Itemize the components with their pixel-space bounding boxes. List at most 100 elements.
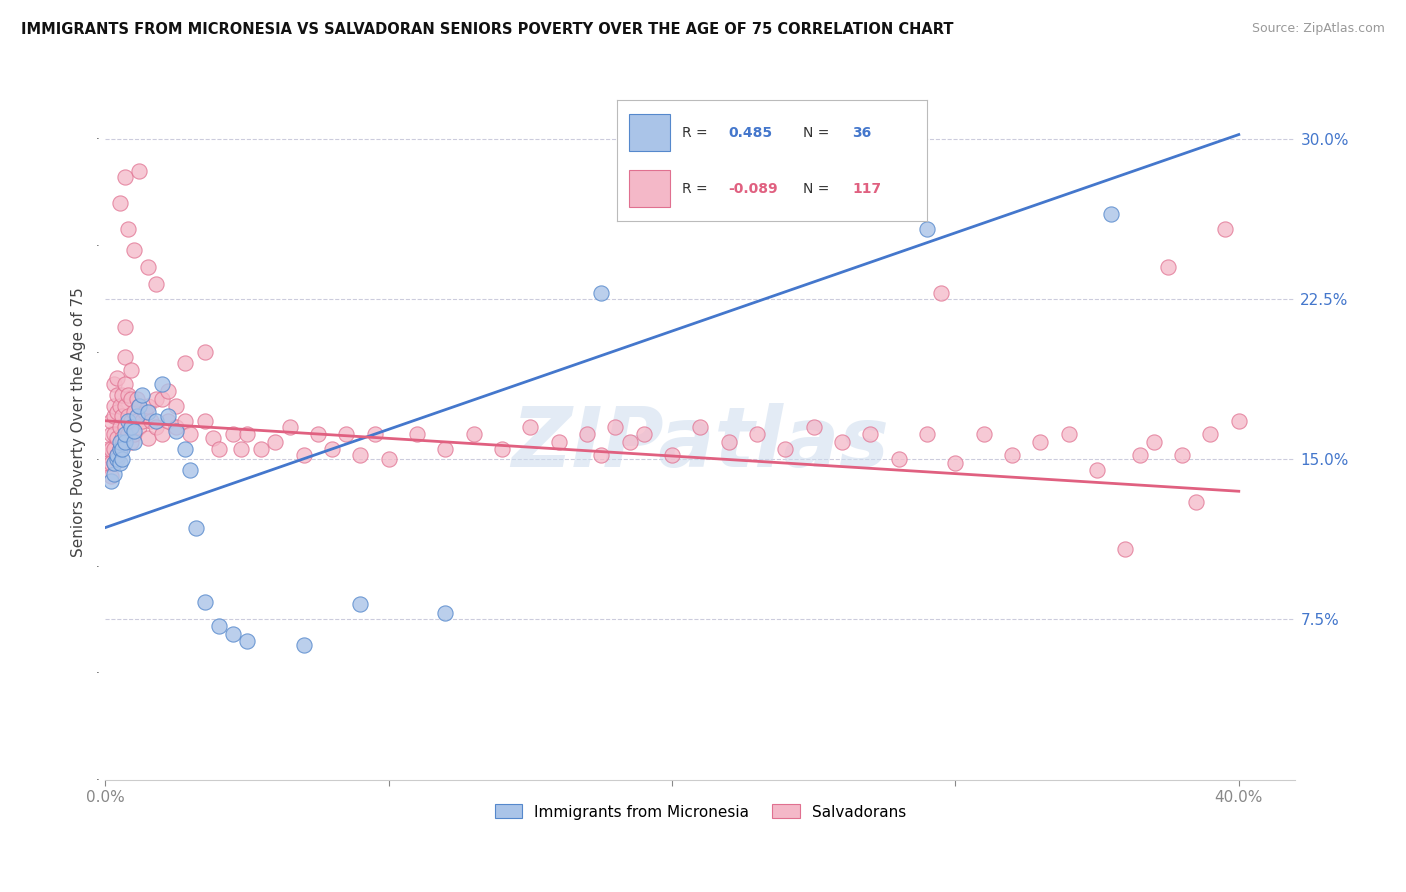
Point bbox=[165, 420, 187, 434]
Point bbox=[103, 426, 125, 441]
Point bbox=[111, 431, 134, 445]
Point bbox=[165, 425, 187, 439]
Point bbox=[128, 399, 150, 413]
Point bbox=[128, 420, 150, 434]
Point bbox=[193, 595, 215, 609]
Point bbox=[128, 399, 150, 413]
Point bbox=[111, 388, 134, 402]
Point bbox=[519, 420, 541, 434]
Point bbox=[103, 467, 125, 482]
Point bbox=[114, 170, 136, 185]
Point bbox=[117, 409, 139, 424]
Point bbox=[122, 243, 145, 257]
Point bbox=[136, 431, 159, 445]
Point bbox=[973, 426, 995, 441]
Point bbox=[120, 392, 142, 407]
Point bbox=[321, 442, 343, 456]
Point bbox=[100, 469, 122, 483]
Point bbox=[114, 426, 136, 441]
Text: Source: ZipAtlas.com: Source: ZipAtlas.com bbox=[1251, 22, 1385, 36]
Point bbox=[145, 414, 167, 428]
Point bbox=[108, 442, 131, 456]
Point bbox=[100, 474, 122, 488]
Point bbox=[1085, 463, 1108, 477]
Point bbox=[103, 442, 125, 456]
Point bbox=[105, 448, 128, 462]
Point bbox=[117, 388, 139, 402]
Point bbox=[100, 457, 122, 471]
Point bbox=[1114, 541, 1136, 556]
Point bbox=[100, 426, 122, 441]
Point bbox=[105, 431, 128, 445]
Point bbox=[105, 452, 128, 467]
Point bbox=[1057, 426, 1080, 441]
Point bbox=[150, 392, 173, 407]
Point bbox=[717, 435, 740, 450]
Point bbox=[111, 409, 134, 424]
Point bbox=[349, 598, 371, 612]
Point bbox=[105, 448, 128, 462]
Point bbox=[349, 448, 371, 462]
Point bbox=[122, 405, 145, 419]
Point bbox=[125, 414, 148, 428]
Point bbox=[120, 420, 142, 434]
Point bbox=[231, 442, 253, 456]
Point bbox=[145, 392, 167, 407]
Point bbox=[202, 431, 225, 445]
Point bbox=[945, 457, 967, 471]
Text: IMMIGRANTS FROM MICRONESIA VS SALVADORAN SENIORS POVERTY OVER THE AGE OF 75 CORR: IMMIGRANTS FROM MICRONESIA VS SALVADORAN… bbox=[21, 22, 953, 37]
Point bbox=[591, 448, 613, 462]
Point bbox=[264, 435, 287, 450]
Point bbox=[108, 457, 131, 471]
Point bbox=[120, 414, 142, 428]
Point bbox=[105, 388, 128, 402]
Y-axis label: Seniors Poverty Over the Age of 75: Seniors Poverty Over the Age of 75 bbox=[72, 287, 86, 557]
Point bbox=[236, 633, 259, 648]
Point bbox=[117, 426, 139, 441]
Point bbox=[775, 442, 797, 456]
Point bbox=[1157, 260, 1180, 274]
Point bbox=[745, 426, 768, 441]
Point bbox=[292, 448, 315, 462]
Point bbox=[114, 377, 136, 392]
Point bbox=[1129, 448, 1152, 462]
Point bbox=[131, 414, 153, 428]
Point bbox=[434, 606, 457, 620]
Point bbox=[193, 345, 215, 359]
Point bbox=[179, 426, 201, 441]
Point bbox=[1185, 495, 1208, 509]
Point bbox=[689, 420, 711, 434]
Point bbox=[145, 420, 167, 434]
Point bbox=[292, 638, 315, 652]
Point bbox=[97, 448, 120, 462]
Point bbox=[929, 285, 952, 300]
Point bbox=[122, 426, 145, 441]
Point bbox=[97, 442, 120, 456]
Point bbox=[633, 426, 655, 441]
Point bbox=[114, 399, 136, 413]
Point bbox=[125, 392, 148, 407]
Point bbox=[108, 195, 131, 210]
Point bbox=[108, 399, 131, 413]
Point bbox=[1199, 426, 1222, 441]
Point bbox=[831, 435, 853, 450]
Point bbox=[103, 457, 125, 471]
Point bbox=[105, 371, 128, 385]
Point bbox=[134, 405, 156, 419]
Point bbox=[100, 414, 122, 428]
Point bbox=[139, 414, 162, 428]
Point bbox=[803, 420, 825, 434]
Point bbox=[406, 426, 429, 441]
Point bbox=[128, 164, 150, 178]
Point bbox=[377, 452, 399, 467]
Point bbox=[222, 627, 245, 641]
Point bbox=[122, 425, 145, 439]
Point bbox=[491, 442, 513, 456]
Point bbox=[1099, 206, 1122, 220]
Point bbox=[131, 388, 153, 402]
Point bbox=[208, 619, 231, 633]
Point bbox=[136, 405, 159, 419]
Text: ZIPatlas: ZIPatlas bbox=[512, 403, 890, 483]
Point bbox=[108, 442, 131, 456]
Point bbox=[887, 452, 910, 467]
